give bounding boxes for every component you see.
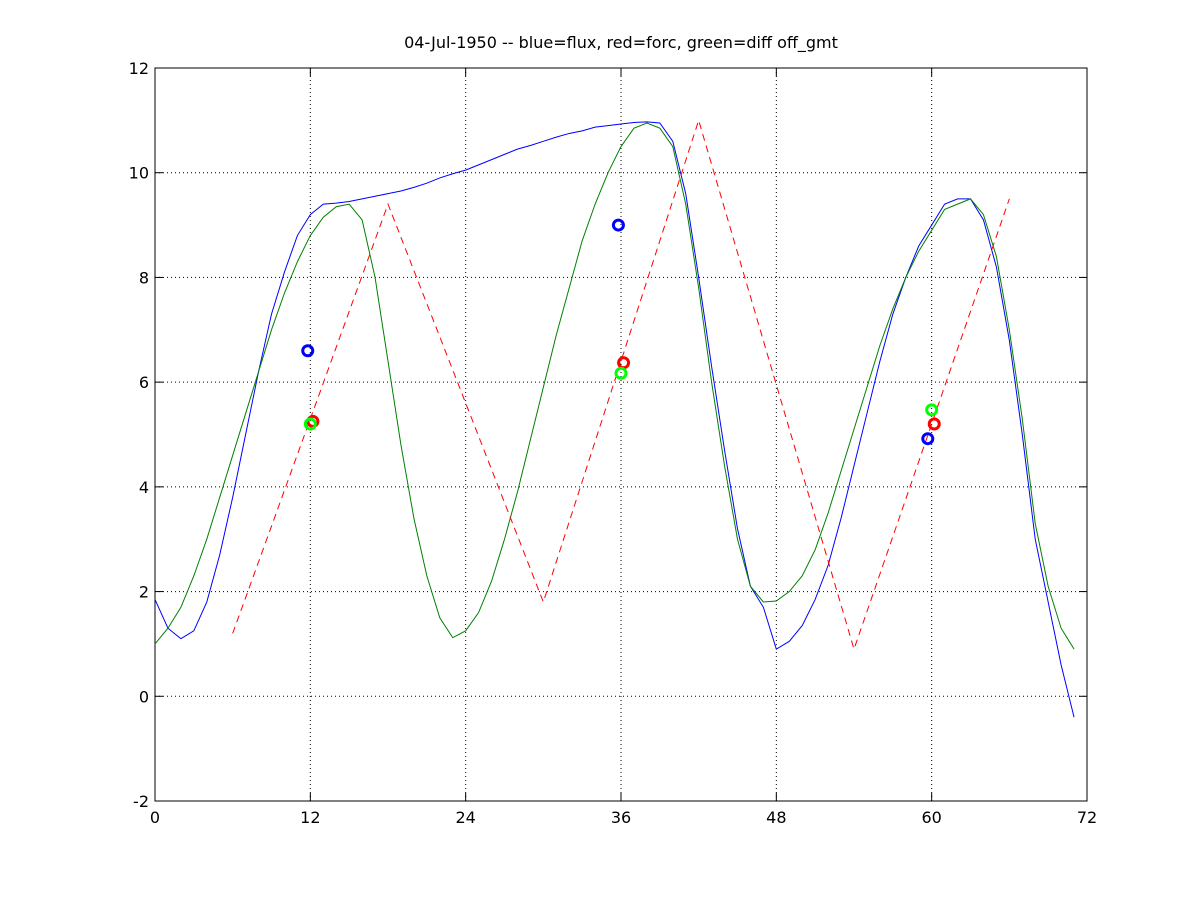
marker <box>301 344 315 358</box>
x-tick-label: 72 <box>1077 808 1097 827</box>
marker <box>303 417 317 431</box>
y-tick-label: -2 <box>133 792 149 811</box>
series-line <box>154 121 1075 718</box>
marker <box>306 414 320 428</box>
axes-box <box>155 68 1087 801</box>
y-tick-label: 10 <box>129 164 149 183</box>
y-tick-label: 12 <box>129 59 149 78</box>
x-tick-label: 48 <box>766 808 786 827</box>
y-tick-label: 6 <box>139 373 149 392</box>
marker <box>927 417 941 431</box>
marker <box>611 218 625 232</box>
x-tick-label: 12 <box>300 808 320 827</box>
y-tick-label: 4 <box>139 478 149 497</box>
chart-title: 04-Jul-1950 -- blue=flux, red=forc, gree… <box>404 33 838 53</box>
y-tick-label: 0 <box>139 687 149 706</box>
y-tick-label: 8 <box>139 268 149 287</box>
axes-frame <box>154 67 1088 802</box>
marker <box>921 432 935 446</box>
x-tick-label: 36 <box>611 808 631 827</box>
marker <box>925 403 939 417</box>
marker <box>614 366 628 380</box>
x-tick-label: 60 <box>921 808 941 827</box>
series-line <box>232 118 1010 651</box>
y-tick-label: 2 <box>139 583 149 602</box>
x-tick-label: 0 <box>150 808 160 827</box>
series-line <box>154 122 1075 650</box>
x-tick-label: 24 <box>455 808 475 827</box>
